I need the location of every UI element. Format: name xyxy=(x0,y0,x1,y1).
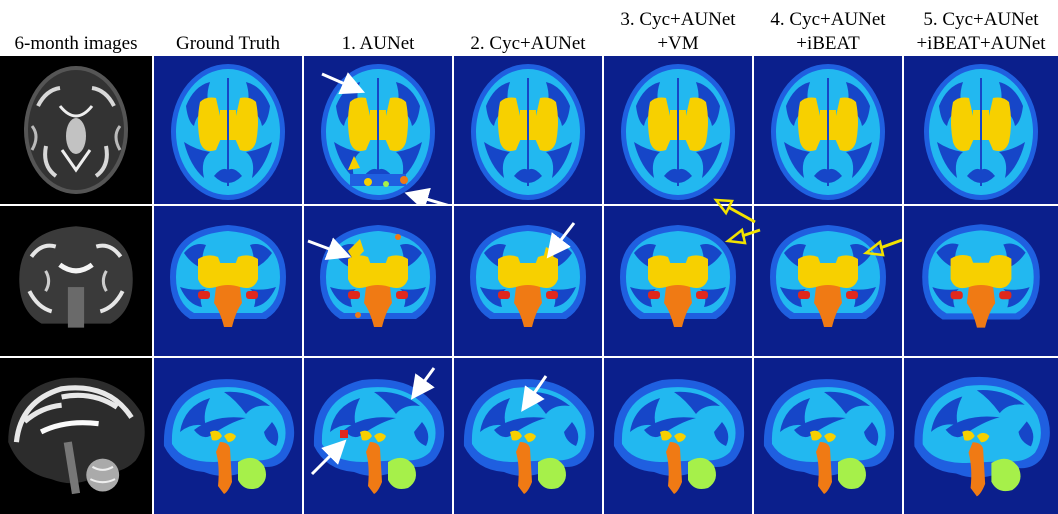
row-axial-cyc-aunet-ibeat xyxy=(754,56,902,204)
arrow-white-7 xyxy=(521,375,548,412)
row-coronal-cyc-aunet xyxy=(454,206,602,356)
header-col-2-line1: Ground Truth xyxy=(176,33,280,54)
row-axial-aunet xyxy=(304,56,452,204)
header-col-7-line1: 5. Cyc+AUNet xyxy=(923,9,1039,30)
arrow-white-1 xyxy=(321,72,365,95)
header-col-7: 5. Cyc+AUNet +iBEAT+AUNet xyxy=(904,0,1058,56)
row-axial-mri xyxy=(0,56,152,204)
header-col-1-line1: 6-month images xyxy=(14,33,138,54)
row-sagittal-cyc-aunet-vm xyxy=(604,358,752,514)
header-col-3-line1: 1. AUNet xyxy=(341,33,415,54)
header-col-5-line2: +VM xyxy=(657,33,699,54)
row-axial-ground-truth xyxy=(154,56,302,204)
header-col-6-line2: +iBEAT xyxy=(796,33,860,54)
header-col-6: 4. Cyc+AUNet +iBEAT xyxy=(754,0,902,56)
header-col-7-line2: +iBEAT+AUNet xyxy=(916,33,1046,54)
header-col-1: 6-month images xyxy=(0,0,152,56)
arrow-white-6 xyxy=(310,439,347,476)
header-col-5: 3. Cyc+AUNet +VM xyxy=(604,0,752,56)
row-sagittal-aunet xyxy=(304,358,452,514)
arrow-white-3 xyxy=(307,237,352,261)
header-col-4-line1: 2. Cyc+AUNet xyxy=(470,33,586,54)
row-sagittal-ground-truth xyxy=(154,358,302,514)
header-col-4: 2. Cyc+AUNet xyxy=(454,0,602,56)
row-sagittal-cyc-aunet xyxy=(454,358,602,514)
header-col-6-line1: 4. Cyc+AUNet xyxy=(770,9,886,30)
row-coronal-cyc-aunet-ibeat-aunet xyxy=(904,206,1058,356)
row-sagittal-cyc-aunet-ibeat-aunet xyxy=(904,358,1058,514)
arrow-white-4 xyxy=(546,222,576,259)
row-coronal-ground-truth xyxy=(154,206,302,356)
row-axial-cyc-aunet xyxy=(454,56,602,204)
row-coronal-cyc-aunet-ibeat xyxy=(754,206,902,356)
header-col-2: Ground Truth xyxy=(154,0,302,56)
row-coronal-cyc-aunet-vm xyxy=(604,206,752,356)
row-coronal-aunet xyxy=(304,206,452,356)
header-col-3: 1. AUNet xyxy=(304,0,452,56)
arrow-white-5 xyxy=(410,367,436,400)
header-col-5-line1: 3. Cyc+AUNet xyxy=(620,9,736,30)
row-coronal-mri xyxy=(0,206,152,356)
arrow-white-2 xyxy=(404,187,449,204)
row-sagittal-cyc-aunet-ibeat xyxy=(754,358,902,514)
row-axial-cyc-aunet-ibeat-aunet xyxy=(904,56,1058,204)
row-axial-cyc-aunet-vm xyxy=(604,56,752,204)
row-sagittal-mri xyxy=(0,358,152,514)
